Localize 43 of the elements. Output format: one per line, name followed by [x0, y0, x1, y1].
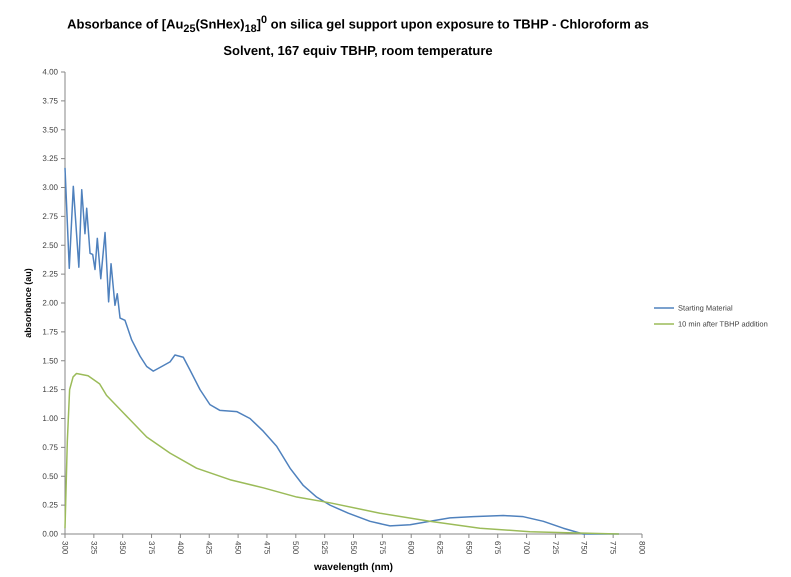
x-tick-label: 475	[262, 541, 272, 555]
x-tick-label: 550	[348, 541, 358, 555]
x-tick-label: 575	[378, 541, 387, 555]
x-tick-label: 650	[464, 541, 474, 555]
x-tick-label: 425	[204, 541, 214, 555]
x-tick-label: 600	[406, 541, 416, 555]
chart-title: Absorbance of [Au$_{25}$(SnHex)$_{18}$]$^{0}$ on silica gel support upon exposure to TBHP - Chloroform as Solvent, 167 equiv TBHP, room temperature	[66, 13, 650, 60]
y-tick-label: 0.25	[42, 500, 59, 510]
x-tick-label: 350	[118, 541, 128, 555]
x-tick-label: 400	[176, 541, 185, 555]
y-tick-label: 3.00	[42, 183, 59, 192]
x-tick-label: 625	[435, 541, 444, 555]
y-axis-title: absorbance (au)	[23, 268, 33, 338]
x-tick-label: 750	[580, 541, 589, 555]
y-tick-label: 3.75	[42, 96, 59, 106]
x-tick-label: 525	[320, 541, 330, 555]
x-tick-label: 700	[522, 541, 532, 555]
x-tick-label: 800	[637, 541, 646, 555]
line-series	[64, 167, 620, 535]
y-tick-label: 0.00	[42, 530, 59, 539]
y-tick-label: 1.75	[42, 327, 59, 336]
x-tick-label: 375	[146, 541, 156, 555]
y-tick-label: 4.00	[42, 68, 59, 77]
y-tick-label: 1.50	[42, 356, 59, 366]
x-tick-label: 725	[550, 541, 560, 555]
y-tick-label: 2.00	[42, 298, 59, 308]
x-tick-label: 450	[234, 541, 243, 555]
y-tick-label: 0.50	[42, 472, 59, 481]
x-tick-label: 300	[60, 541, 70, 555]
y-tick-label: 3.25	[42, 154, 59, 164]
y-tick-label: 2.75	[42, 212, 59, 221]
y-tick-label: 2.25	[42, 270, 59, 279]
x-tick-label: 325	[89, 541, 98, 555]
y-tick-label: 1.00	[42, 414, 59, 424]
x-tick-label: 775	[608, 541, 618, 555]
x-tick-label: 500	[291, 541, 300, 555]
x-tick-label: 675	[493, 541, 502, 555]
y-tick-label: 1.25	[42, 385, 59, 394]
y-tick-label: 0.75	[42, 442, 59, 452]
line-series	[64, 372, 620, 535]
x-axis-title: wavelength (nm)	[313, 562, 393, 573]
y-tick-label: 3.50	[42, 125, 59, 134]
y-tick-label: 2.50	[42, 240, 59, 250]
